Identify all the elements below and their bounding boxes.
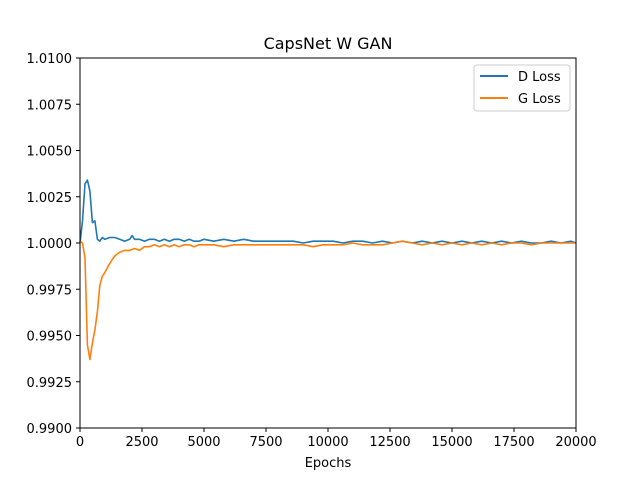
- series-line-d-loss: [79, 179, 577, 244]
- x-axis-label: Epochs: [305, 456, 352, 471]
- x-tick-label: 15000: [431, 435, 472, 450]
- x-axis-ticks: 0 2500 5000 7500 10000 12500 15000 17500 20000: [76, 428, 597, 450]
- y-tick-label: 1.0000: [27, 237, 73, 252]
- y-tick-label: 1.0050: [27, 145, 73, 160]
- y-tick-label: 1.0025: [27, 191, 73, 206]
- x-tick-label: 0: [76, 435, 84, 450]
- x-tick-label: 17500: [493, 435, 534, 450]
- chart-title: CapsNet W GAN: [264, 34, 393, 53]
- y-tick-label: 0.9925: [27, 376, 73, 391]
- y-tick-label: 0.9950: [27, 330, 73, 345]
- x-tick-label: 7500: [249, 435, 282, 450]
- y-tick-label: 1.0100: [27, 52, 73, 67]
- y-axis-ticks: 0.9900 0.9925 0.9950 0.9975 1.0000 1.0025 1.00…: [27, 52, 80, 437]
- x-tick-label: 5000: [187, 435, 220, 450]
- series-line-g-loss: [79, 240, 576, 361]
- plot-area-frame: [79, 57, 577, 429]
- y-tick-label: 0.9900: [27, 422, 73, 437]
- legend: D Loss G Loss: [473, 64, 571, 112]
- y-tick-label: 1.0075: [27, 98, 73, 113]
- legend-label-g-loss: G Loss: [518, 92, 561, 107]
- y-tick-label: 0.9975: [27, 283, 73, 298]
- plot-lines: [79, 179, 577, 361]
- x-tick-label: 2500: [125, 435, 158, 450]
- x-tick-label: 12500: [369, 435, 410, 450]
- legend-label-d-loss: D Loss: [518, 70, 561, 85]
- x-tick-label: 10000: [307, 435, 348, 450]
- x-tick-label: 20000: [555, 435, 596, 450]
